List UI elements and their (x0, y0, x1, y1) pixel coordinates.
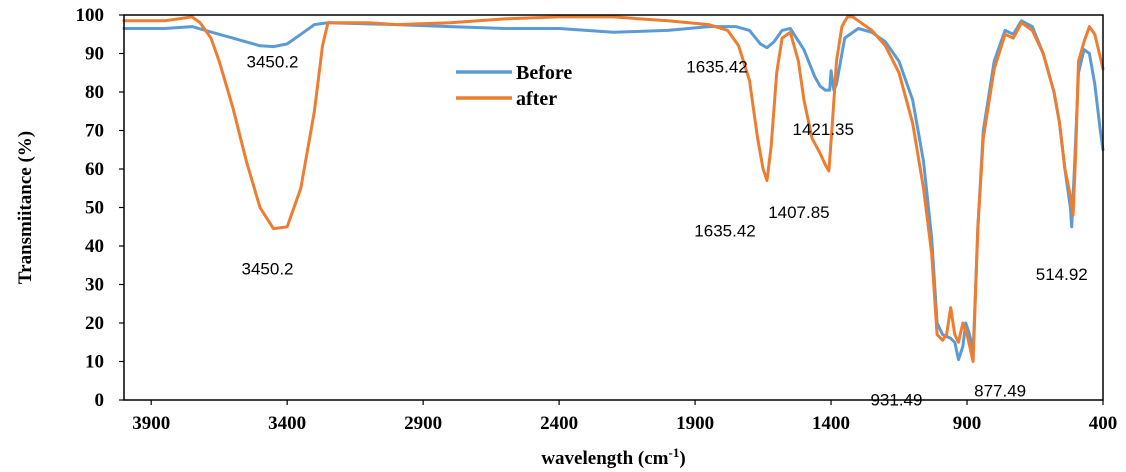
y-tick-label: 0 (95, 390, 105, 411)
y-axis-title: Transmiitance (%) (15, 131, 36, 284)
x-tick-label: 1400 (812, 413, 850, 434)
x-tick-label: 400 (1089, 413, 1118, 434)
peak-label: 931.49 (870, 391, 922, 410)
peak-label: 3450.2 (242, 260, 294, 279)
x-tick-label: 900 (953, 413, 982, 434)
peak-label: 1635.42 (694, 222, 755, 241)
y-tick-label: 60 (85, 159, 104, 180)
y-tick-label: 90 (85, 44, 104, 65)
x-tick-label: 3900 (132, 413, 170, 434)
y-tick-label: 100 (76, 5, 105, 26)
x-tick-label: 1900 (676, 413, 714, 434)
x-axis-title-end: ) (679, 448, 685, 469)
x-axis-title-sup: -1 (669, 445, 680, 460)
x-tick-label: 2900 (404, 413, 442, 434)
y-tick-label: 70 (85, 121, 104, 142)
y-tick-label: 30 (85, 275, 104, 296)
x-tick-label: 2400 (540, 413, 578, 434)
legend: Before after (456, 62, 572, 110)
x-axis-title: wavelength (cm-1) (541, 445, 685, 469)
y-tick-label: 80 (85, 82, 104, 103)
legend-label-before: Before (516, 62, 572, 84)
peak-label: 514.92 (1036, 265, 1088, 284)
series-line-after (122, 15, 1105, 363)
peak-annotations: 3450.2 3450.2 1635.42 1421.35 1635.42 1407.85… (242, 53, 1088, 410)
peak-label: 877.49 (974, 382, 1026, 401)
y-tick-label: 40 (85, 236, 104, 257)
y-tick-label: 10 (85, 352, 104, 373)
series-group (122, 15, 1105, 363)
legend-label-after: after (516, 88, 557, 110)
peak-label: 3450.2 (247, 53, 299, 72)
peak-label: 1421.35 (793, 120, 854, 139)
x-axis-title-main: wavelength (cm (541, 448, 668, 469)
x-axis: 3900 3400 2900 2400 1900 1400 900 400 (132, 400, 1117, 434)
peak-label: 1635.42 (686, 58, 747, 77)
y-tick-label: 50 (85, 198, 104, 219)
peak-label: 1407.85 (768, 203, 829, 222)
x-tick-label: 3400 (268, 413, 306, 434)
y-tick-label: 20 (85, 313, 104, 334)
y-axis: 0 10 20 30 40 50 60 70 80 90 100 (76, 5, 124, 411)
